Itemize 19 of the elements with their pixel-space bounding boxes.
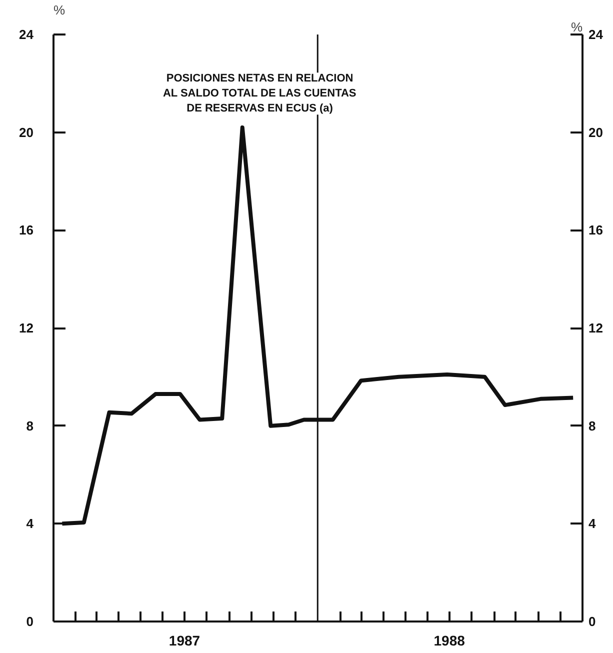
y2-tick-label: 24 [588,27,604,42]
y2-tick-label: 16 [588,222,603,238]
y-axis-title: % [54,2,66,18]
y-tick-label: 16 [19,222,34,238]
annotation: POSICIONES NETAS EN RELACION AL SALDO TOTAL DE LAS CUENTAS DE RESERVAS EN ECUS (a) [162,72,356,115]
y2-tick-label: 8 [588,418,596,434]
y-tick-label: 20 [19,124,34,140]
y-tick-label: 8 [26,418,34,434]
y2-tick-label: 20 [588,124,603,140]
y2-tick-label: 12 [588,320,603,336]
y-tick-label: 0 [26,614,34,629]
x-tick-label: 1987 [168,632,200,648]
y2-axis-title: % [570,20,583,34]
x-tick-label: 1988 [434,632,466,648]
y-tick-label: 12 [19,320,34,336]
y2-tick-label: 0 [588,614,596,629]
y-tick-label: 4 [26,516,34,532]
y2-tick-label: 4 [588,516,596,532]
y-tick-label: 24 [19,27,34,42]
